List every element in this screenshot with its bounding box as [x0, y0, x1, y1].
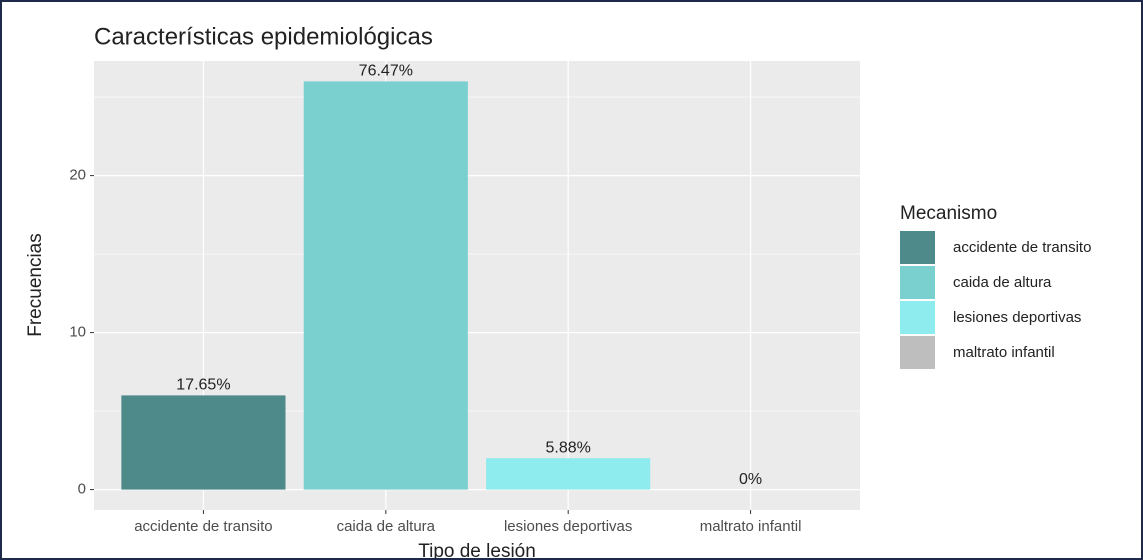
legend-label: caida de altura [953, 274, 1052, 291]
x-tick-label: caida de altura [337, 518, 436, 535]
y-tick-label: 20 [69, 167, 86, 184]
y-tick-label: 0 [78, 481, 86, 498]
value-label: 17.65% [176, 377, 230, 394]
legend-label: lesiones deportivas [953, 309, 1081, 326]
legend-key [900, 231, 935, 264]
x-tick-label: maltrato infantil [700, 518, 802, 535]
legend-key [900, 336, 935, 369]
chart-title: Características epidemiológicas [94, 23, 433, 50]
legend-key [900, 301, 935, 334]
legend-label: maltrato infantil [953, 344, 1055, 361]
y-axis-title: Frecuencias [25, 233, 46, 337]
y-tick-label: 10 [69, 324, 86, 341]
legend-title: Mecanismo [900, 203, 997, 224]
legend-key [900, 266, 935, 299]
value-label: 76.47% [359, 63, 413, 80]
value-label: 0% [739, 471, 762, 488]
value-label: 5.88% [546, 439, 591, 456]
x-tick-label: lesiones deportivas [504, 518, 632, 535]
x-axis-title: Tipo de lesión [418, 541, 536, 558]
legend-label: accidente de transito [953, 239, 1091, 256]
bar [121, 395, 286, 490]
bar [486, 458, 651, 490]
bar [303, 81, 468, 490]
x-tick-label: accidente de transito [134, 518, 272, 535]
